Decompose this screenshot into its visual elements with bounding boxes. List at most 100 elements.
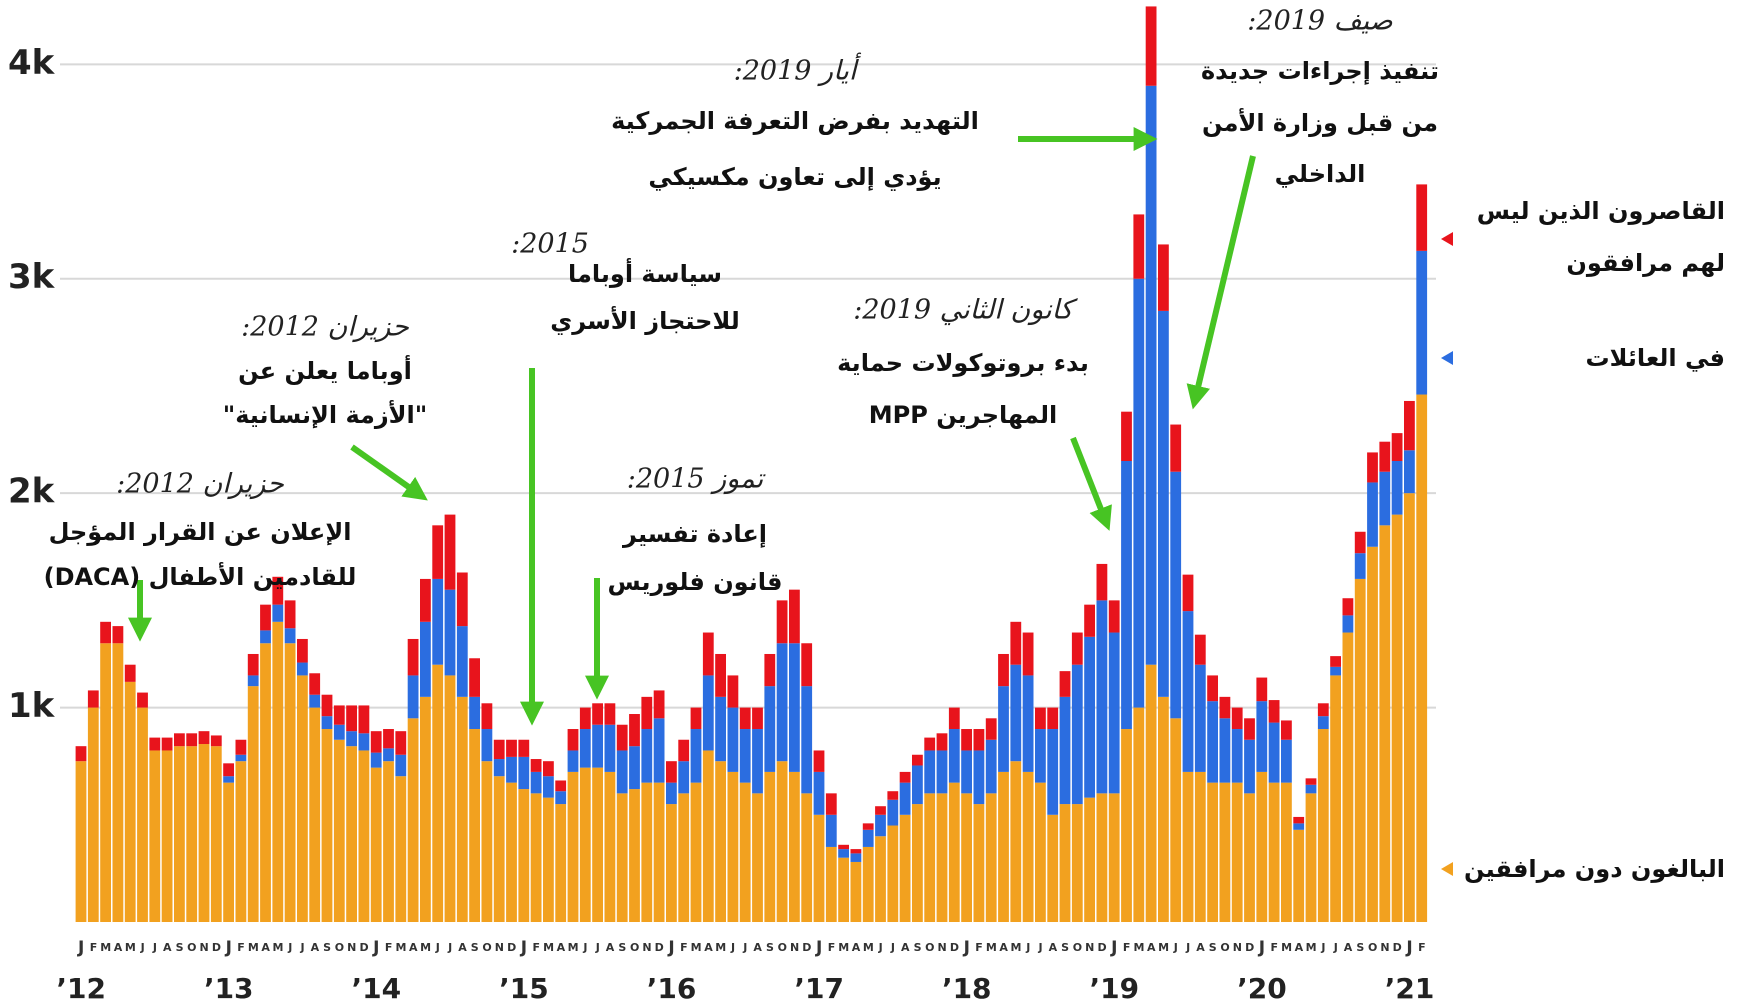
x-tick-label: J: [1333, 941, 1338, 954]
bar-segment: [383, 761, 394, 922]
bar-segment: [715, 696, 726, 762]
bar-segment: [789, 771, 800, 922]
x-tick-label: S: [323, 941, 331, 954]
annotation-date: 2015:: [511, 229, 589, 260]
bar-segment: [702, 675, 714, 751]
bar-segment: [1207, 675, 1218, 702]
x-tick-label: N: [642, 941, 651, 954]
bar-segment: [875, 836, 886, 922]
x-tick-label: D: [1245, 941, 1254, 954]
bar-segment: [161, 750, 173, 922]
bar-segment: [1342, 632, 1354, 922]
x-tick-label: A: [1344, 941, 1353, 954]
year-label: ’19: [1090, 972, 1140, 1000]
bar-segment: [924, 750, 936, 794]
bar-segment: [1047, 814, 1059, 922]
bar-segment: [1268, 722, 1280, 783]
x-tick-label: O: [925, 941, 934, 954]
bar-segment: [961, 793, 972, 922]
x-tick-label: M: [420, 941, 431, 954]
x-tick-label: M: [986, 941, 997, 954]
bar-segment: [395, 754, 407, 777]
bar-segment: [789, 589, 800, 644]
bar-segment: [309, 707, 321, 922]
bar-segment: [641, 729, 653, 783]
x-tick-label: F: [680, 941, 688, 954]
bar-segment: [1158, 310, 1169, 697]
bar-segment: [1194, 664, 1206, 772]
x-tick-label: J: [287, 941, 292, 954]
bar-segment: [1010, 664, 1022, 762]
bar-segment: [592, 703, 603, 725]
x-tick-label: M: [1306, 941, 1317, 954]
bar-segment: [543, 797, 554, 922]
annotation-text: من قبل وزارة الأمن: [1202, 108, 1438, 137]
x-tick-label: N: [790, 941, 799, 954]
bar-segment: [1035, 729, 1046, 783]
bar-segment: [1071, 804, 1083, 922]
bar-segment: [1182, 611, 1194, 772]
bar-segment: [813, 814, 825, 922]
x-tick-label: A: [458, 941, 467, 954]
bar-segment: [948, 729, 960, 783]
bar-segment: [1133, 214, 1145, 279]
bar-segment: [469, 658, 480, 697]
bar-segment: [407, 638, 419, 676]
annotation-text: تنفيذ إجراءات جديدة: [1201, 57, 1439, 85]
x-tick-label: J: [667, 938, 674, 958]
bar-segment: [727, 707, 739, 772]
bar-segment: [444, 589, 456, 676]
bar-segment: [838, 849, 849, 858]
bar-segment: [924, 793, 936, 922]
bar-segment: [1330, 666, 1341, 676]
year-label: ’21: [1385, 972, 1435, 1000]
bar-segment: [752, 793, 763, 922]
bar-segment: [1022, 632, 1034, 676]
bar-segment: [985, 718, 997, 740]
bar-segment: [1256, 701, 1268, 772]
bar-segment: [739, 729, 751, 783]
x-tick-label: O: [1073, 941, 1082, 954]
bar-segment: [850, 853, 862, 862]
bar-segment: [112, 643, 124, 922]
bar-segment: [456, 696, 468, 922]
x-tick-label: S: [471, 941, 479, 954]
bar-segment: [555, 780, 567, 792]
x-tick-label: J: [963, 938, 970, 958]
x-tick-label: J: [1025, 941, 1030, 954]
x-tick-label: J: [140, 941, 145, 954]
x-tick-label: M: [568, 941, 579, 954]
x-tick-label: J: [435, 941, 440, 954]
year-label: ’18: [942, 972, 992, 1000]
bar-segment: [420, 696, 431, 922]
bar-segment: [370, 752, 382, 768]
bar-segment: [899, 771, 911, 783]
bar-segment: [309, 694, 321, 708]
bar-segment: [149, 737, 161, 751]
bar-segment: [653, 782, 665, 922]
bar-segment: [1182, 574, 1194, 612]
bar-segment: [1207, 701, 1218, 783]
bar-segment: [961, 729, 972, 751]
bar-segment: [1244, 739, 1255, 794]
bar-segment: [395, 776, 407, 922]
bar-segment: [1416, 250, 1428, 395]
bar-segment: [100, 621, 111, 644]
bar-segment: [752, 729, 763, 794]
bar-segment: [567, 750, 579, 772]
x-tick-label: J: [730, 941, 735, 954]
bar-segment: [567, 729, 579, 751]
bar-segment: [1182, 771, 1194, 922]
bar-segment: [912, 804, 923, 922]
x-tick-label: F: [1270, 941, 1278, 954]
bar-segment: [87, 690, 99, 708]
bar-segment: [407, 675, 419, 719]
bar-segment: [948, 707, 960, 730]
bar-segment: [75, 761, 87, 922]
y-tick-label: 2k: [8, 472, 56, 512]
x-tick-label: A: [852, 941, 861, 954]
x-tick-label: M: [1281, 941, 1292, 954]
legend-label: القاصرون الذين ليس لهم مرافقون: [1476, 197, 1725, 277]
bar-segment: [1391, 461, 1403, 515]
